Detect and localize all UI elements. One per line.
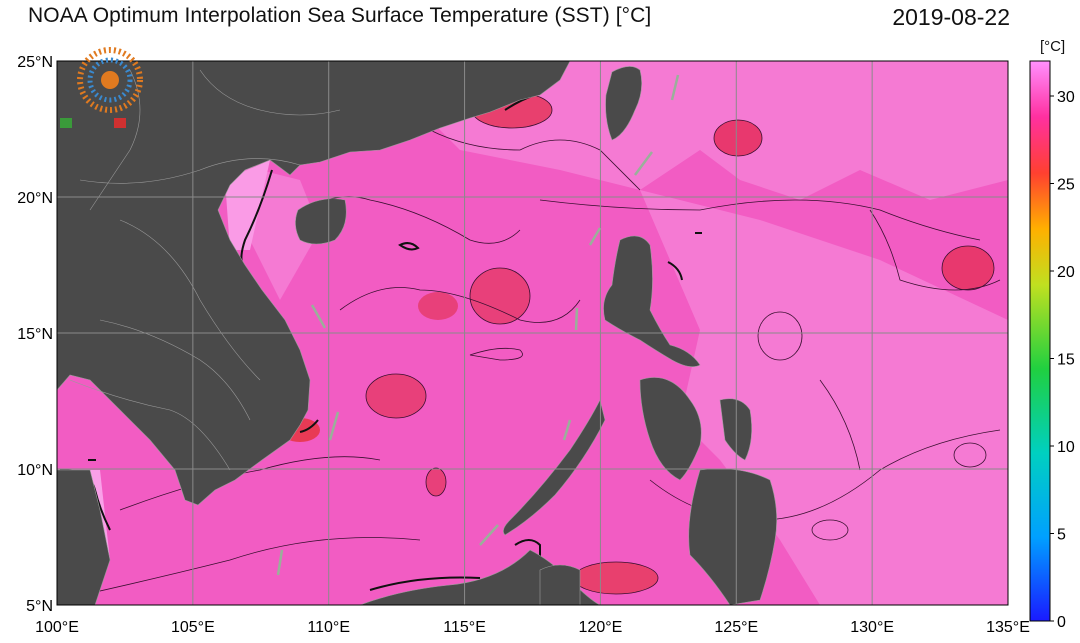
- country-borders: [69, 69, 341, 471]
- colorbar-tick-label: 5: [1057, 527, 1066, 544]
- longitude-label: 115°E: [443, 619, 486, 636]
- colorbar-unit: [°C]: [1040, 38, 1066, 55]
- chart-title: NOAA Optimum Interpolation Sea Surface T…: [28, 4, 652, 27]
- longitude-label: 100°E: [35, 619, 79, 636]
- latitude-tick-labels: 5°N 10°N 15°N 20°N 25°N: [17, 54, 53, 615]
- longitude-label: 105°E: [171, 619, 215, 636]
- latitude-label: 15°N: [17, 326, 53, 343]
- longitude-tick-labels: 100°E 105°E 110°E 115°E 120°E 125°E 130°E 135°E: [35, 619, 1030, 636]
- colorbar-tick-label: 20: [1057, 264, 1075, 281]
- latitude-label: 5°N: [26, 598, 53, 615]
- land-masses: [57, 61, 777, 605]
- colorbar-tick-label: 30: [1057, 89, 1075, 106]
- date-label: 2019-08-22: [892, 4, 1010, 30]
- watermark-swirl-logo: [60, 47, 143, 128]
- colorbar-tick-label: 25: [1057, 177, 1075, 194]
- longitude-label: 110°E: [307, 619, 350, 636]
- map-frame: [56, 60, 1009, 606]
- gridlines: [57, 61, 1008, 605]
- colorbar-ticks: 0 5 10 15 20 25 30: [1050, 89, 1075, 631]
- colorbar-tick-label: 15: [1057, 352, 1075, 369]
- visayas-islands: [639, 377, 702, 481]
- longitude-label: 125°E: [714, 619, 758, 636]
- taiwan-island: [605, 66, 642, 141]
- colorbar: 0 5 10 15 20 25 30: [1029, 60, 1075, 631]
- latitude-label: 25°N: [17, 54, 53, 71]
- mindanao-island: [688, 468, 777, 605]
- data-gap-marks: [276, 74, 680, 576]
- luzon-island: [603, 235, 701, 367]
- palawan-island: [503, 399, 606, 536]
- longitude-label: 130°E: [850, 619, 894, 636]
- longitude-label: 120°E: [579, 619, 623, 636]
- mainland-asia: [57, 61, 571, 506]
- latitude-label: 20°N: [17, 190, 53, 207]
- colorbar-tick-label: 10: [1057, 439, 1075, 456]
- latitude-label: 10°N: [17, 462, 53, 479]
- longitude-label: 135°E: [986, 619, 1030, 636]
- malay-peninsula: [57, 469, 111, 605]
- colorbar-tick-label: 0: [1057, 614, 1066, 631]
- colorbar-gradient: [1029, 60, 1051, 622]
- map-area: [57, 61, 1008, 605]
- hainan-island: [295, 198, 347, 245]
